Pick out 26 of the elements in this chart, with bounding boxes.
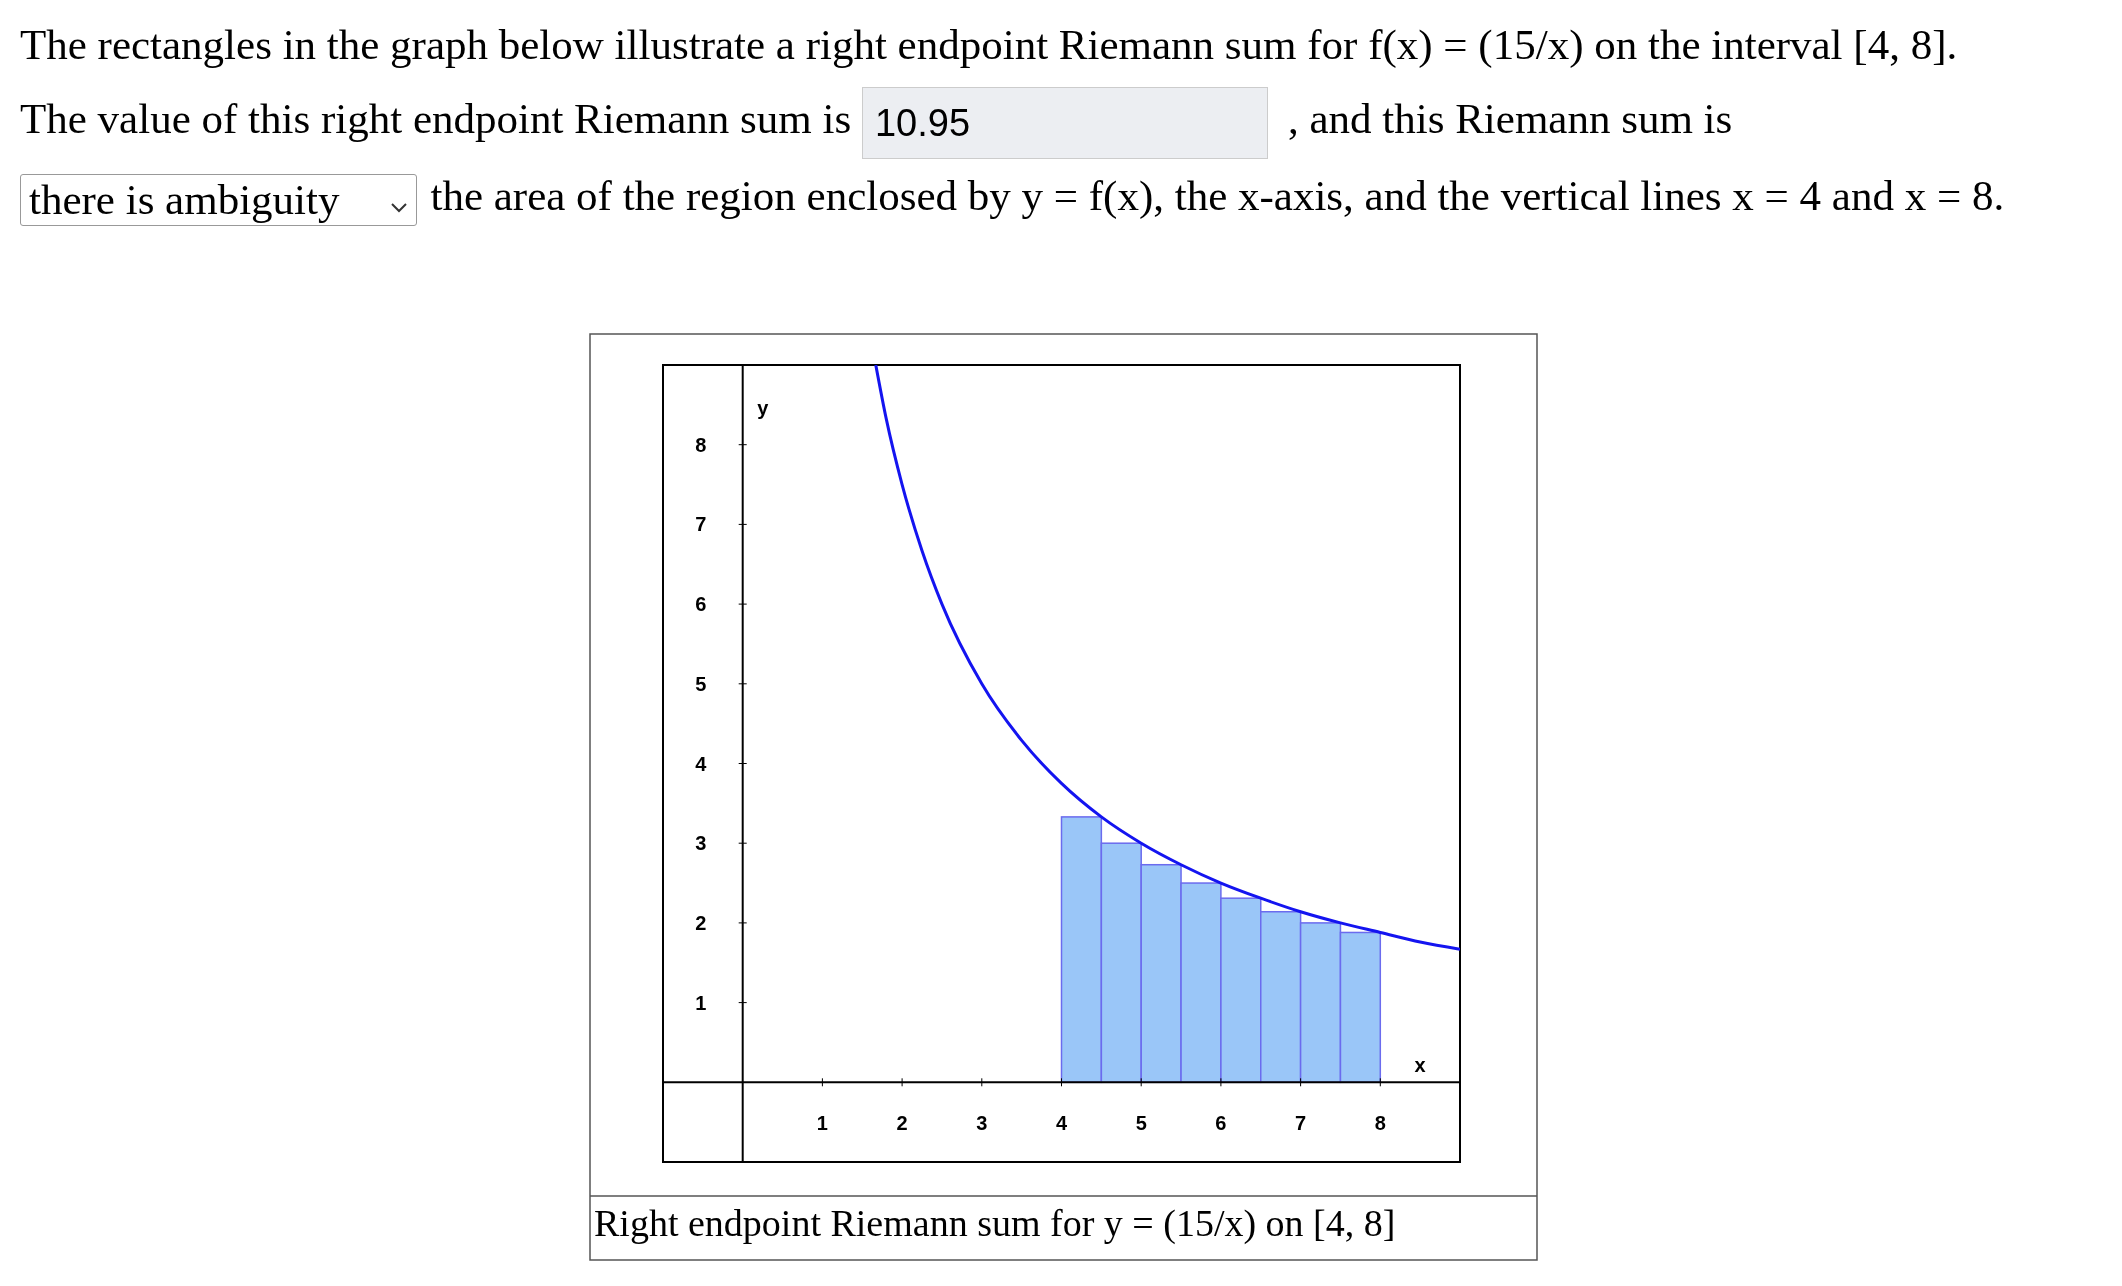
y-tick-label: 8 — [695, 433, 707, 456]
x-tick-label: 2 — [896, 1112, 908, 1135]
text: The rectangles in the graph below illustrate a right endpoint Riemann sum for f(x) = (15/x) on the interval [4, 8]. — [20, 20, 1959, 70]
y-tick-label: 5 — [695, 672, 707, 695]
text: 10.95 — [861, 87, 1268, 160]
y-tick-label: 2 — [695, 911, 707, 934]
y-tick-label: 7 — [695, 513, 707, 536]
x-tick-label: 4 — [1055, 1112, 1068, 1135]
y-tick-label: 3 — [695, 832, 707, 855]
y-tick-label: 4 — [695, 752, 708, 775]
x-tick-label: 7 — [1295, 1112, 1307, 1135]
x-tick-label: 1 — [816, 1112, 828, 1135]
x-tick-label: 5 — [1135, 1112, 1147, 1135]
x-tick-label: 6 — [1215, 1112, 1227, 1135]
x-tick-label: 8 — [1374, 1112, 1386, 1135]
text: there is ambiguity — [20, 174, 417, 227]
text: , and this Riemann sum is — [1287, 95, 1733, 142]
text: the area of the region enclosed by y = f(x), the x-axis, and the vertical lines x = 4 and x = 8. — [430, 172, 2005, 220]
x-axis-title: x — [1414, 1054, 1426, 1077]
line-series — [874, 365, 1460, 951]
text: The value of this right endpoint Riemann sum is — [20, 95, 853, 142]
y-tick-label: 6 — [695, 593, 707, 616]
y-axis-title: y — [757, 397, 770, 419]
y-tick-label: 1 — [695, 991, 707, 1014]
x-tick-label: 3 — [976, 1112, 988, 1135]
text: Right endpoint Riemann sum for y = (15/x) on [4, 8] — [594, 1202, 1396, 1245]
